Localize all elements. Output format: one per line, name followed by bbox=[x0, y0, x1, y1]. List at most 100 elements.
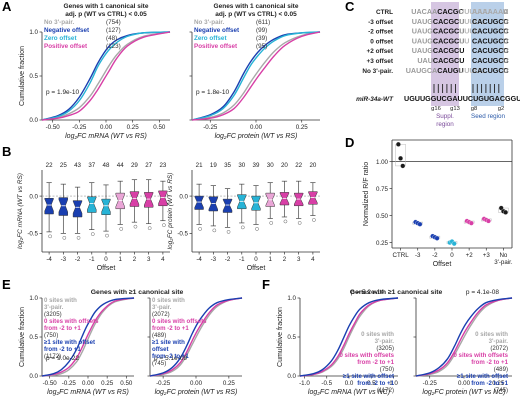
legend-panel_f-1-2-0: ≥1 site with offset bbox=[457, 373, 508, 380]
outlier-b-1 bbox=[255, 227, 259, 231]
chart-title-a-0: Genes with 1 canonical site bbox=[64, 3, 149, 10]
x-tick-label-b-0: -1 bbox=[89, 256, 95, 263]
cdf-line-f-right-0 bbox=[415, 297, 513, 377]
cdf-line-f-right-1 bbox=[415, 297, 513, 377]
g13-label: g13 bbox=[450, 106, 460, 112]
legend-count-a-0-0: (754) bbox=[106, 19, 121, 26]
legend-panel_e-1-2-2: from -2 to +1 bbox=[152, 353, 189, 360]
legend-panel_f-1-1-2: (489) bbox=[494, 366, 508, 373]
suppl-region-label-2: region bbox=[436, 121, 454, 128]
outlier-b-1 bbox=[297, 221, 302, 225]
row-mid-seq-c-2: CACGCU bbox=[433, 27, 465, 36]
cdf-line-a-right-3 bbox=[191, 31, 321, 121]
chart-title-panel_f: Genes with ≥1 canonical site bbox=[350, 289, 443, 296]
row-seed-seq-c-3: CACUGCC bbox=[472, 36, 509, 45]
outlier-b-0 bbox=[105, 233, 109, 238]
legend-count-a-1-0: (611) bbox=[256, 19, 270, 26]
row-gap-seq-c-1: UUUUU bbox=[459, 17, 485, 26]
x-tick-label-d-3: 0 bbox=[450, 252, 454, 259]
outlier-b-0 bbox=[133, 224, 138, 229]
legend-panel_e-1-0-1: 3'-pair. bbox=[152, 304, 172, 311]
replicate-point-d-5-2 bbox=[486, 218, 491, 224]
row-tail-seq-c-5: U bbox=[503, 56, 508, 65]
p-value-f-left: p = 5.2e-14 bbox=[351, 289, 384, 296]
x-tick-label-d-4: +2 bbox=[466, 252, 474, 259]
box-b-0-7 bbox=[144, 192, 154, 208]
legend-panel_e-1-0-0: 0 sites with bbox=[152, 297, 185, 304]
y-tick-label-e-left: 0.5 bbox=[29, 334, 38, 341]
outlier-b-1 bbox=[312, 218, 316, 222]
cdf-line-e-right-0 bbox=[149, 297, 243, 377]
row-seed-seq-c-6: CACUGCC bbox=[472, 66, 509, 75]
row-left-seq-c-4: UAUG bbox=[412, 46, 434, 55]
g2-label: g2 bbox=[498, 106, 504, 112]
x-tick-label-b-0: -4 bbox=[46, 256, 52, 263]
chart-subtitle-a-1: adj. p (WT vs CTRL) < 0.05 bbox=[215, 11, 297, 18]
legend-panel_f-0-2-1: from -2 to +1 bbox=[357, 380, 394, 387]
y-axis-label-f-left: Cumulative fraction bbox=[277, 307, 284, 367]
box-b-1-4 bbox=[251, 195, 261, 211]
x-tick-label-f-left: 0.5 bbox=[367, 380, 376, 387]
x-tick-label-b-0: 1 bbox=[118, 256, 122, 263]
mirna-label: miR-34a-WT bbox=[356, 96, 394, 103]
count-label-b-0: 37 bbox=[88, 162, 95, 169]
panel-letter-f: F bbox=[262, 277, 270, 292]
x-tick-label-b-1: -4 bbox=[196, 256, 202, 263]
legend-label-a-0-2: Zero offset bbox=[44, 35, 77, 42]
panel-letter-d: D bbox=[345, 135, 354, 150]
y-tick-label-e-left: 1.0 bbox=[29, 295, 38, 302]
row-tail-seq-c-3: U bbox=[503, 36, 508, 45]
y-tick-label-f-left: 0.0 bbox=[287, 373, 296, 380]
x-tick-label-e-left: -0.25 bbox=[62, 380, 77, 387]
x-tick-label-b-1: 2 bbox=[283, 256, 287, 263]
x-tick-label-b-0: 0 bbox=[104, 256, 108, 263]
box-b-0-4 bbox=[101, 198, 111, 215]
panel-letter-b: B bbox=[2, 144, 11, 159]
y-tick-label-d: 1.00 bbox=[376, 159, 389, 166]
x-tick-label-b-0: -2 bbox=[75, 256, 81, 263]
row-left-seq-c-1: UAUG bbox=[412, 17, 434, 26]
row-label-c-5: +3 offset bbox=[367, 58, 394, 65]
legend-panel_e-0-2-2: (1172) bbox=[44, 353, 61, 360]
row-label-c-0: CTRL bbox=[376, 9, 393, 16]
outlier-b-0 bbox=[119, 227, 124, 231]
legend-label-a-0-1: Negative offset bbox=[44, 27, 90, 34]
count-label-b-0: 25 bbox=[60, 162, 67, 169]
count-label-b-0: 43 bbox=[74, 162, 81, 169]
cdf-line-e-right-1 bbox=[149, 297, 243, 377]
y-tick-label-b-1: 0.0 bbox=[179, 193, 188, 200]
p-value-a-right: p = 1.8e-10 bbox=[196, 89, 229, 96]
legend-count-a-1-1: (99) bbox=[256, 27, 267, 34]
cdf-line-f-right-2 bbox=[415, 297, 513, 377]
g16-label: g16 bbox=[431, 106, 441, 112]
x-tick-label-d-0: CTRL bbox=[392, 252, 409, 259]
panel-letter-c: C bbox=[345, 0, 355, 14]
count-label-b-1: 22 bbox=[295, 162, 302, 169]
chart-subtitle-a-0: adj. p (WT vs CTRL) < 0.05 bbox=[65, 11, 147, 18]
x-tick-label-f-left: 1.0 bbox=[389, 380, 398, 387]
legend-panel_e-0-2-0: ≥1 site with offset bbox=[44, 339, 95, 346]
y-axis-label-a-left: Cumulative fraction bbox=[19, 46, 26, 106]
legend-label-a-1-2: Zero offset bbox=[194, 35, 227, 42]
count-label-b-0: 44 bbox=[117, 162, 124, 169]
panel-letter-e: E bbox=[2, 277, 11, 292]
legend-panel_f-1-2-2: (745) bbox=[494, 387, 508, 394]
outlier-b-0 bbox=[76, 235, 81, 240]
p-value-f-right: p = 4.1e-08 bbox=[466, 289, 499, 296]
legend-count-a-0-1: (127) bbox=[106, 27, 121, 34]
row-tail-seq-c-2: U bbox=[503, 27, 508, 36]
box-b-0-1 bbox=[58, 197, 68, 216]
x-tick-label-a-left: 0.00 bbox=[100, 124, 113, 131]
y-tick-label-d: 0.75 bbox=[376, 186, 389, 193]
x-axis-label-b-0: Offset bbox=[97, 265, 116, 272]
x-tick-label-e-left: 0.00 bbox=[82, 380, 95, 387]
y-tick-label-b-0: -0.5 bbox=[27, 231, 38, 238]
outlier-b-0 bbox=[62, 235, 67, 240]
replicate-point-d-6-2 bbox=[503, 209, 509, 215]
box-b-0-3 bbox=[87, 196, 97, 213]
legend-count-a-1-3: (95) bbox=[256, 43, 267, 50]
x-tick-label-b-0: 2 bbox=[133, 256, 137, 263]
row-left-seq-c-5: UAU bbox=[417, 56, 433, 65]
legend-panel_e-1-2-0: ≥1 site with bbox=[152, 339, 185, 346]
